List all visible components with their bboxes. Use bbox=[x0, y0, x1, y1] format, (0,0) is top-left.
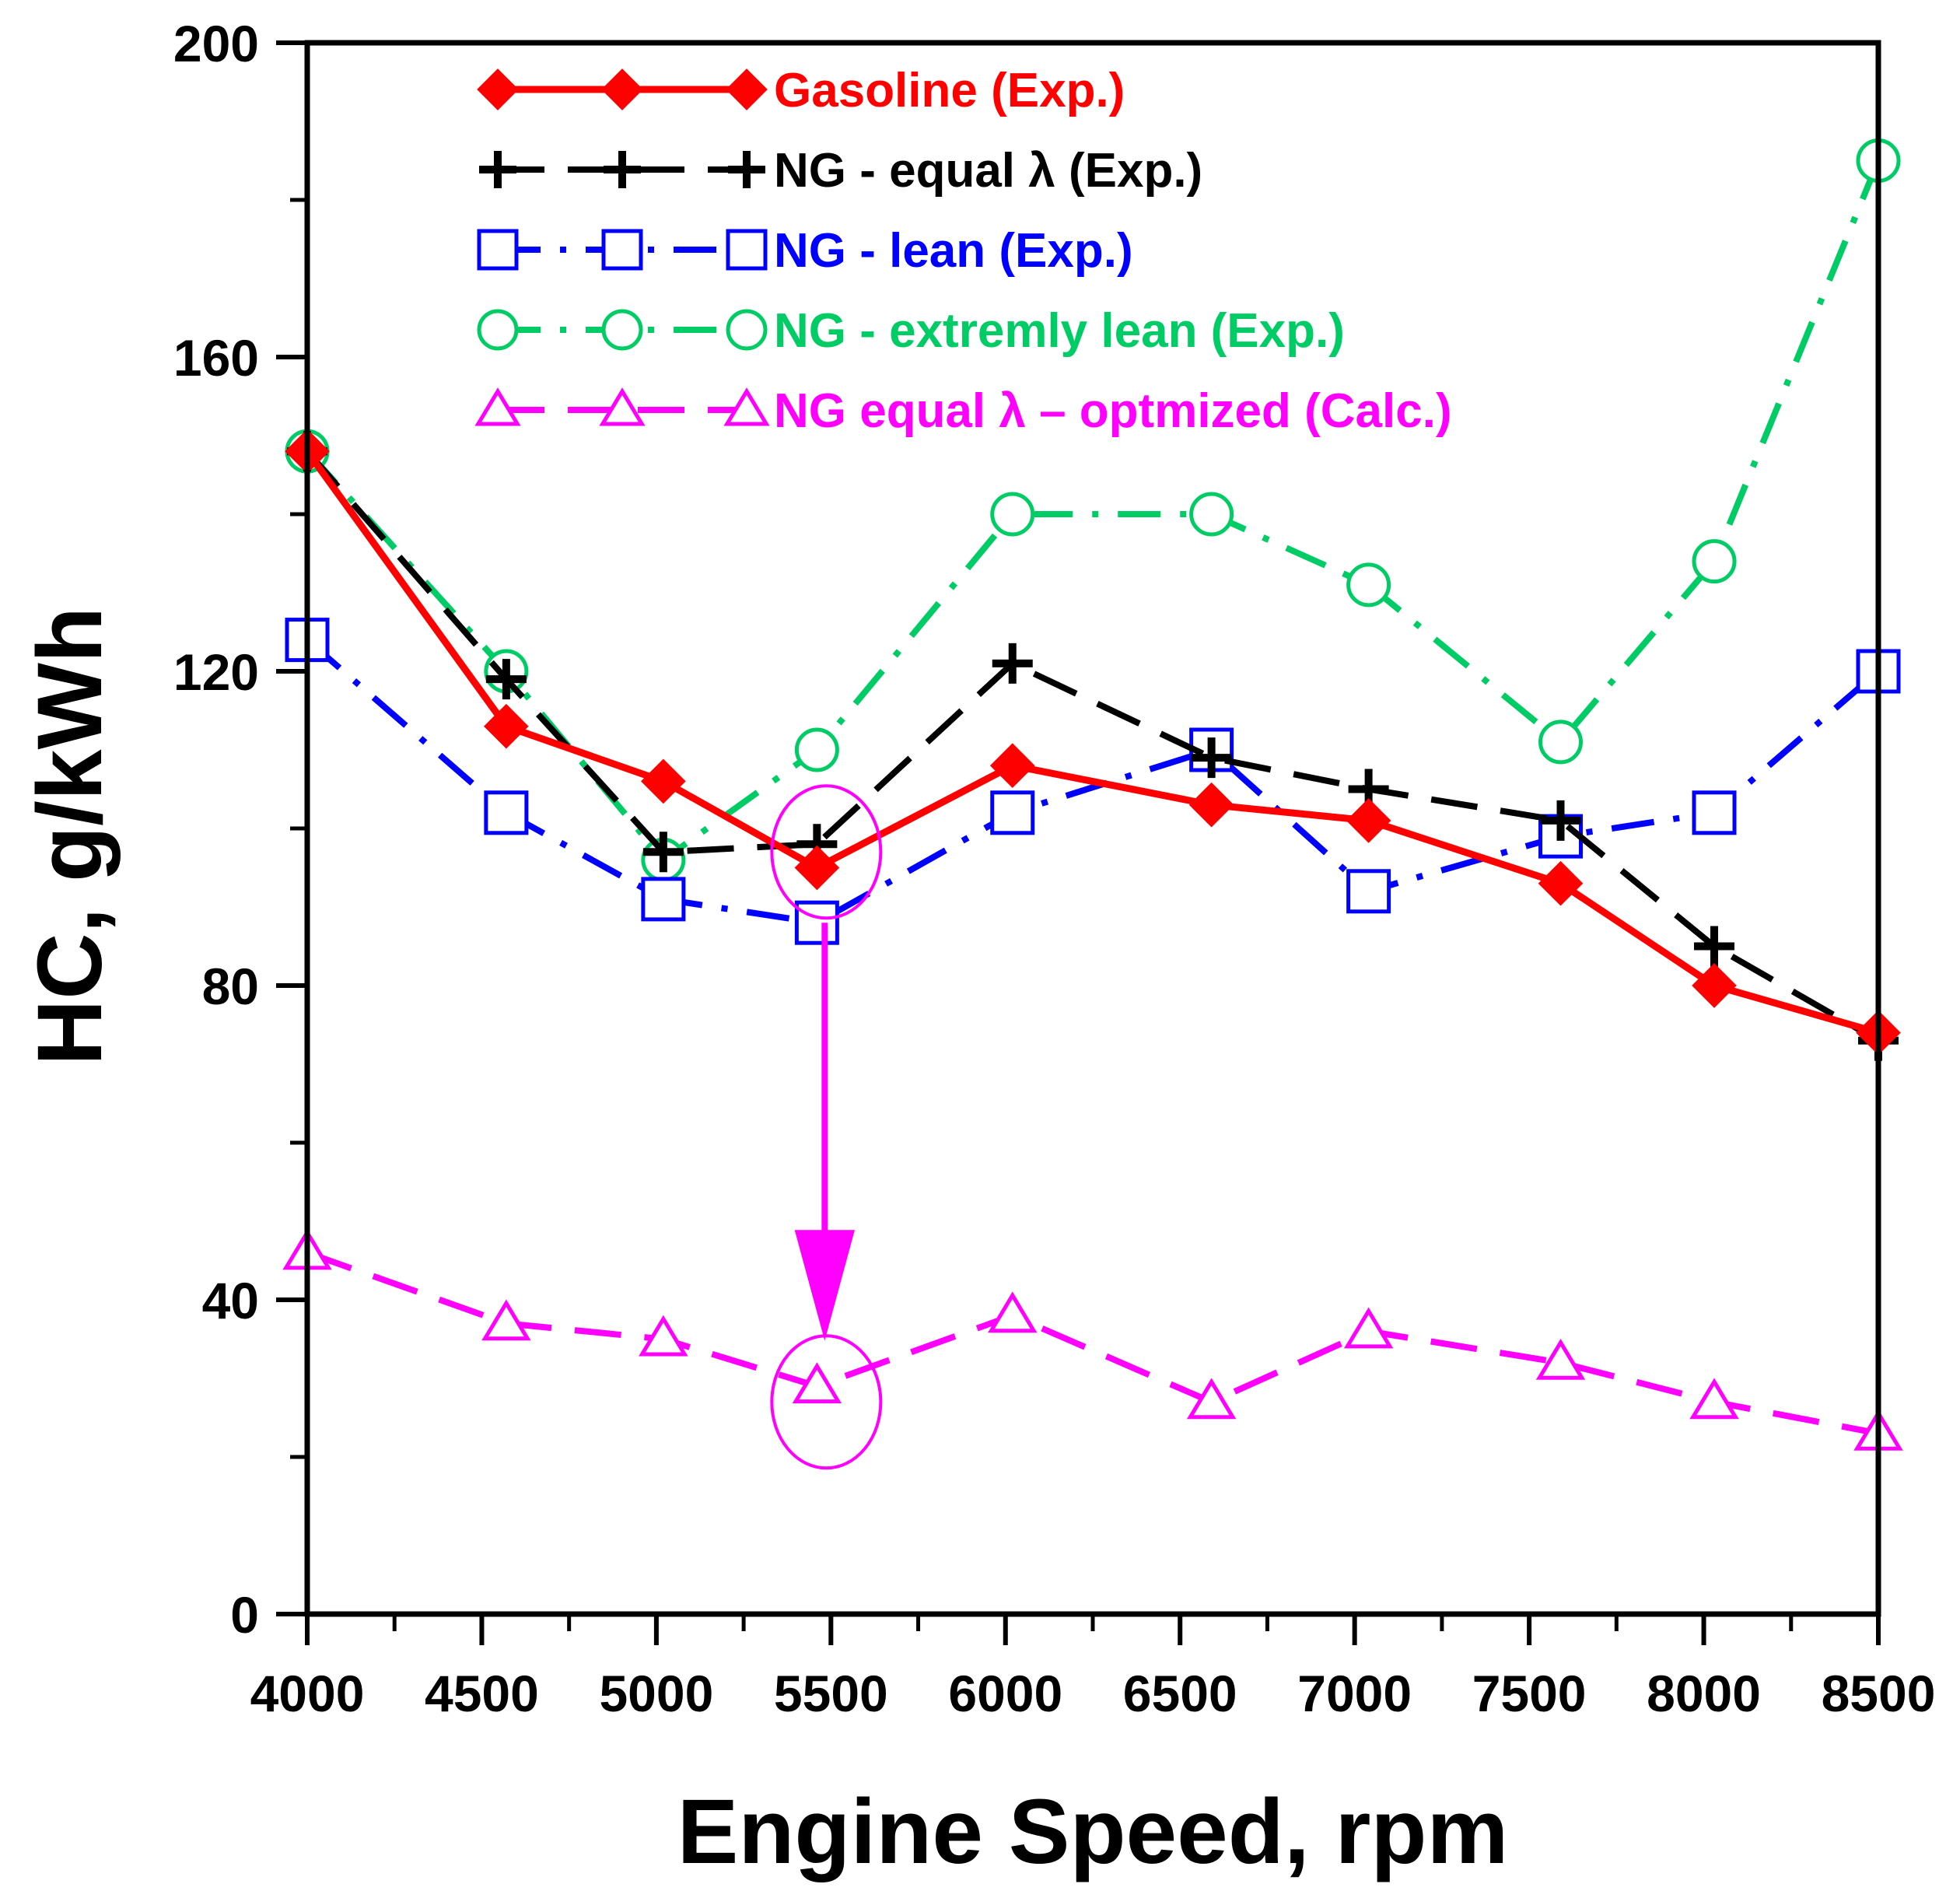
legend-label: NG - lean (Exp.) bbox=[774, 224, 1133, 278]
data-point-square bbox=[601, 229, 643, 271]
data-point-triangle bbox=[988, 1291, 1038, 1333]
data-point-diamond bbox=[484, 703, 529, 749]
data-point-diamond bbox=[1538, 860, 1584, 906]
x-tick-label: 7500 bbox=[1472, 1665, 1587, 1722]
data-point-circle bbox=[726, 309, 768, 351]
legend-entry-3: NG - extremly lean (Exp.) bbox=[477, 304, 1345, 358]
plot-frame bbox=[304, 40, 1881, 1617]
x-tick-label: 5000 bbox=[599, 1665, 713, 1722]
data-point-square bbox=[477, 229, 519, 271]
highlight-ellipse bbox=[770, 784, 883, 920]
series-line bbox=[306, 1249, 1879, 1437]
legend-label: NG - extremly lean (Exp.) bbox=[774, 304, 1345, 358]
data-point-square bbox=[1346, 869, 1391, 914]
data-point-triangle bbox=[481, 1299, 531, 1341]
data-point-circle bbox=[1189, 492, 1234, 537]
y-tick-label: 200 bbox=[173, 15, 259, 72]
y-tick-label: 40 bbox=[202, 1272, 259, 1329]
data-point-plus bbox=[642, 832, 684, 873]
data-point-square bbox=[990, 790, 1035, 835]
data-point-triangle bbox=[639, 1315, 688, 1357]
data-point-plus bbox=[1694, 926, 1735, 967]
data-point-triangle bbox=[792, 1362, 842, 1404]
x-tick-label: 4000 bbox=[250, 1665, 365, 1722]
data-point-diamond bbox=[477, 68, 519, 110]
data-point-square bbox=[484, 790, 529, 835]
data-point-square bbox=[794, 900, 839, 945]
legend-label: NG - equal λ (Exp.) bbox=[774, 144, 1202, 198]
highlight-ellipse bbox=[770, 1334, 883, 1470]
data-point-circle bbox=[1692, 539, 1737, 584]
data-point-triangle bbox=[723, 387, 770, 426]
x-tick-label: 8000 bbox=[1647, 1665, 1761, 1722]
data-point-circle bbox=[477, 309, 519, 351]
data-point-circle bbox=[794, 727, 839, 772]
data-point-diamond bbox=[794, 845, 840, 891]
data-point-diamond bbox=[1188, 782, 1234, 828]
data-point-plus bbox=[728, 151, 765, 188]
data-point-triangle bbox=[1689, 1378, 1739, 1420]
y-axis-title: HC, g/kWh bbox=[19, 607, 121, 1066]
data-point-triangle bbox=[474, 387, 521, 426]
data-point-circle bbox=[990, 492, 1035, 537]
x-tick-label: 8500 bbox=[1822, 1665, 1936, 1722]
data-point-diamond bbox=[989, 743, 1035, 789]
data-point-diamond bbox=[726, 68, 768, 110]
data-point-circle bbox=[1538, 720, 1584, 765]
data-point-triangle bbox=[1186, 1378, 1237, 1420]
data-point-triangle bbox=[1535, 1338, 1586, 1380]
data-point-plus bbox=[479, 151, 516, 188]
series-0 bbox=[285, 429, 1901, 1056]
x-tick-label: 5500 bbox=[774, 1665, 888, 1722]
data-point-plus bbox=[1540, 800, 1581, 841]
legend-label: NG equal λ – optmized (Calc.) bbox=[774, 384, 1452, 438]
x-tick-label: 7000 bbox=[1297, 1665, 1412, 1722]
x-tick-label: 6000 bbox=[948, 1665, 1062, 1722]
y-tick-label: 80 bbox=[202, 958, 259, 1015]
data-point-triangle bbox=[1343, 1307, 1394, 1349]
data-point-diamond bbox=[601, 68, 643, 110]
data-point-circle bbox=[601, 309, 643, 351]
data-point-square bbox=[641, 877, 686, 922]
arrow-head bbox=[794, 1230, 855, 1341]
data-point-circle bbox=[1346, 562, 1391, 608]
data-point-diamond bbox=[1692, 963, 1737, 1008]
legend-entry-2: NG - lean (Exp.) bbox=[477, 224, 1133, 278]
data-point-diamond bbox=[1346, 798, 1391, 843]
y-tick-label: 160 bbox=[173, 329, 259, 387]
legend-entry-4: NG equal λ – optmized (Calc.) bbox=[474, 384, 1452, 438]
y-tick-label: 0 bbox=[230, 1586, 259, 1644]
series-line bbox=[305, 637, 1881, 926]
data-point-diamond bbox=[641, 758, 686, 804]
x-tick-label: 4500 bbox=[425, 1665, 539, 1722]
series-line bbox=[304, 449, 1880, 1044]
legend-entry-1: NG - equal λ (Exp.) bbox=[479, 144, 1202, 198]
data-point-plus bbox=[1191, 737, 1232, 779]
series-line bbox=[304, 449, 1880, 1036]
data-point-triangle bbox=[599, 387, 646, 426]
series-line bbox=[305, 159, 1881, 863]
data-point-square bbox=[726, 229, 768, 271]
legend-label: Gasoline (Exp.) bbox=[774, 64, 1125, 117]
legend-entry-0: Gasoline (Exp.) bbox=[477, 64, 1125, 117]
data-point-plus bbox=[604, 151, 641, 188]
data-point-plus bbox=[992, 643, 1033, 684]
y-tick-label: 120 bbox=[173, 643, 259, 701]
x-axis-title: Engine Speed, rpm bbox=[677, 1781, 1509, 1883]
series-4 bbox=[282, 1228, 1903, 1451]
x-tick-label: 6500 bbox=[1123, 1665, 1237, 1722]
data-point-plus bbox=[485, 659, 527, 700]
series-1 bbox=[287, 431, 1899, 1061]
data-point-square bbox=[1692, 790, 1737, 835]
